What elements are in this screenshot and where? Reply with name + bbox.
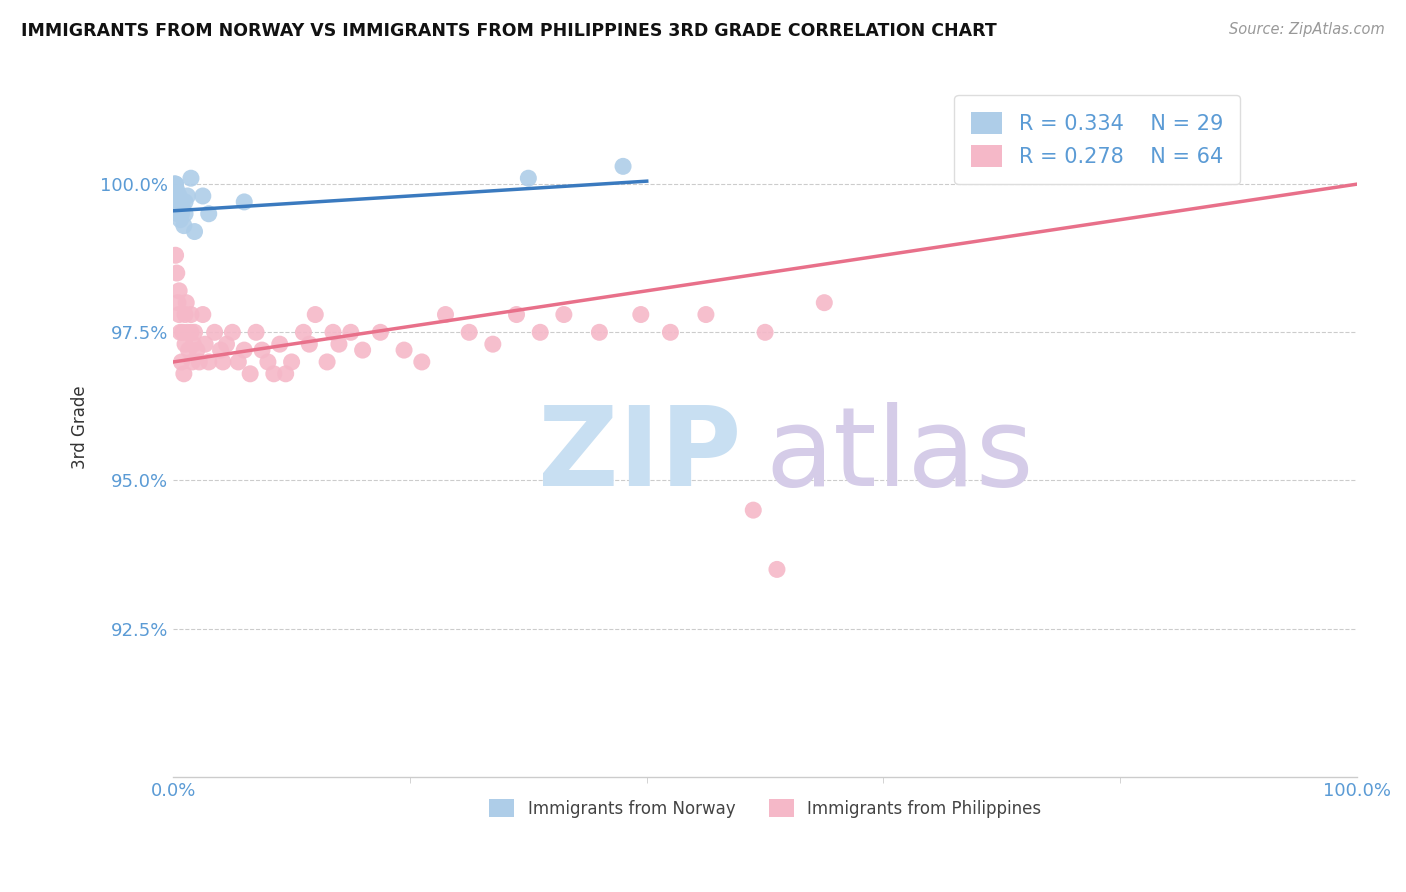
Point (352, 343, 374, 357)
Point (458, 326, 481, 340)
Point (167, 207, 190, 221)
Point (250, 343, 273, 357)
Point (215, 337, 238, 351)
Point (183, 337, 205, 351)
Legend: Immigrants from Norway, Immigrants from Philippines: Immigrants from Norway, Immigrants from … (482, 792, 1047, 824)
Point (274, 367, 297, 381)
Point (209, 343, 232, 357)
Point (328, 337, 350, 351)
Point (257, 355, 280, 369)
Point (169, 326, 191, 340)
Point (292, 326, 315, 340)
Point (197, 355, 219, 369)
Point (166, 266, 188, 280)
Point (411, 355, 433, 369)
Point (659, 326, 682, 340)
Point (165, 177, 187, 191)
Point (176, 189, 198, 203)
Point (612, 159, 634, 173)
Point (212, 355, 235, 369)
Point (170, 355, 193, 369)
Point (165, 183, 187, 197)
Point (754, 326, 776, 340)
Point (339, 326, 361, 340)
Point (304, 308, 326, 322)
Point (630, 308, 652, 322)
Point (170, 207, 193, 221)
Point (166, 194, 188, 209)
Point (316, 355, 339, 369)
Point (163, 177, 186, 191)
Point (188, 355, 211, 369)
Point (166, 201, 188, 215)
Point (183, 326, 205, 340)
Text: Source: ZipAtlas.com: Source: ZipAtlas.com (1229, 22, 1385, 37)
Point (163, 177, 186, 191)
Point (176, 326, 198, 340)
Point (166, 183, 188, 197)
Point (392, 343, 415, 357)
Point (181, 355, 204, 369)
Point (174, 194, 197, 209)
Text: atlas: atlas (765, 401, 1033, 508)
Point (695, 308, 717, 322)
Point (165, 248, 187, 262)
Point (482, 337, 505, 351)
Point (194, 337, 217, 351)
Point (766, 562, 789, 576)
Point (298, 337, 321, 351)
Point (263, 367, 285, 381)
Point (167, 308, 190, 322)
Point (183, 225, 205, 239)
Point (517, 171, 540, 186)
Point (174, 337, 197, 351)
Point (167, 284, 190, 298)
Point (228, 355, 250, 369)
Point (180, 308, 202, 322)
Point (173, 367, 195, 381)
Point (172, 201, 194, 215)
Point (233, 343, 256, 357)
Point (553, 308, 575, 322)
Point (180, 326, 202, 340)
Point (245, 326, 267, 340)
Point (191, 189, 214, 203)
Point (269, 337, 291, 351)
Point (186, 343, 208, 357)
Point (239, 367, 262, 381)
Point (167, 189, 190, 203)
Point (434, 308, 457, 322)
Point (197, 207, 219, 221)
Point (165, 189, 187, 203)
Point (174, 207, 197, 221)
Point (813, 295, 835, 310)
Point (167, 207, 190, 221)
Point (173, 219, 195, 233)
Text: IMMIGRANTS FROM NORWAY VS IMMIGRANTS FROM PHILIPPINES 3RD GRADE CORRELATION CHAR: IMMIGRANTS FROM NORWAY VS IMMIGRANTS FRO… (21, 22, 997, 40)
Point (167, 295, 190, 310)
Point (174, 308, 197, 322)
Point (166, 189, 188, 203)
Point (180, 171, 202, 186)
Point (165, 177, 187, 191)
Point (191, 308, 214, 322)
Point (280, 355, 302, 369)
Point (177, 343, 200, 357)
Point (529, 326, 551, 340)
Text: ZIP: ZIP (538, 401, 741, 508)
Point (588, 326, 610, 340)
Y-axis label: 3rd Grade: 3rd Grade (72, 385, 89, 469)
Point (233, 194, 256, 209)
Point (167, 201, 190, 215)
Point (169, 212, 191, 227)
Point (322, 326, 344, 340)
Point (742, 503, 765, 517)
Point (172, 326, 194, 340)
Point (221, 326, 243, 340)
Point (204, 326, 226, 340)
Point (174, 295, 197, 310)
Point (370, 326, 392, 340)
Point (165, 194, 187, 209)
Point (505, 308, 527, 322)
